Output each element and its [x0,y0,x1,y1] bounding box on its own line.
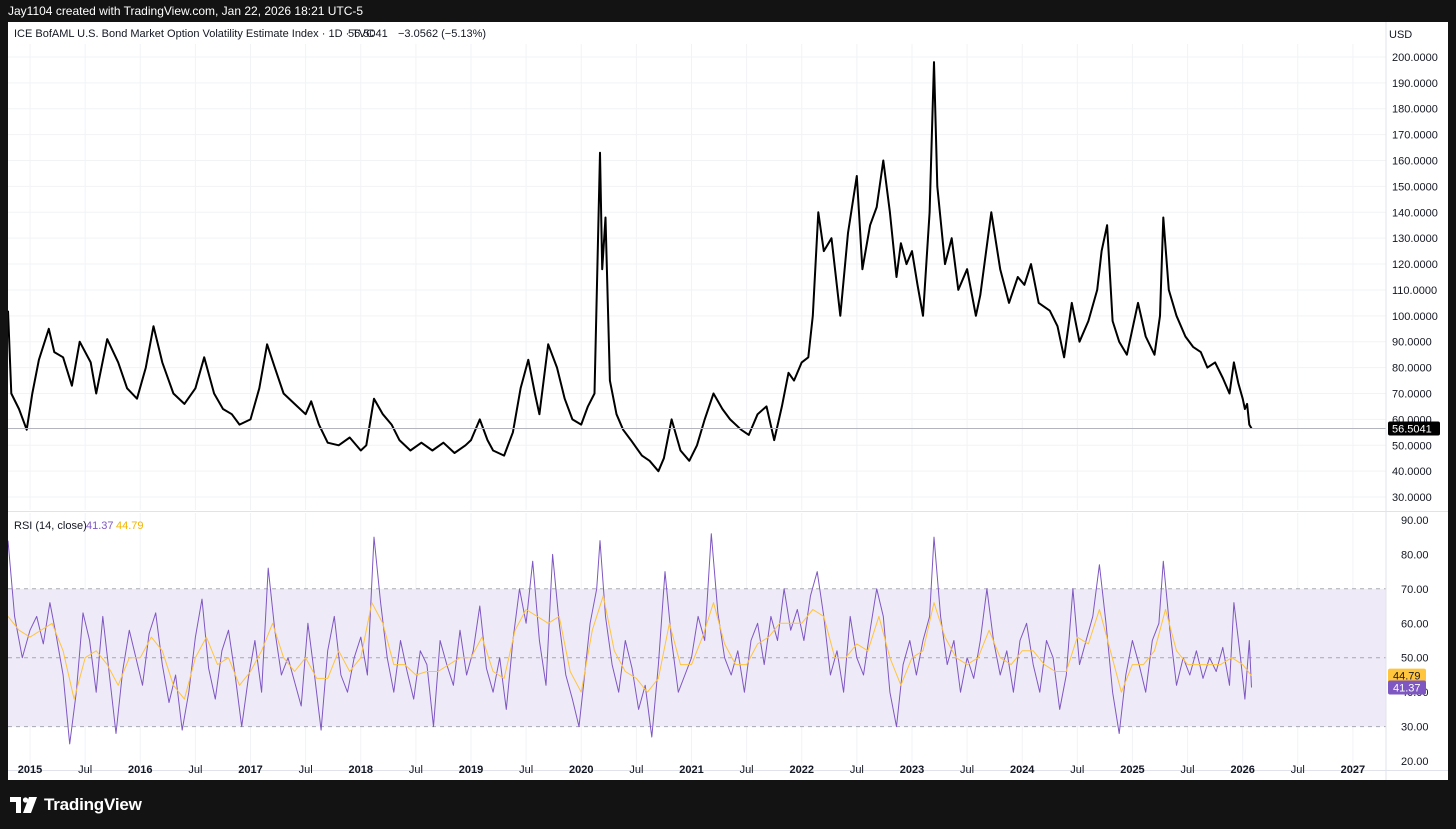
last-price-label: 56.5041 [1392,423,1432,435]
time-tick-label: Jul [629,764,643,776]
time-tick-label: 2023 [900,764,924,776]
footer-bar: TradingView [0,780,1456,829]
rsi-tick-label: 60.00 [1401,618,1429,630]
time-tick-label: 2026 [1230,764,1254,776]
rsi-legend-value: 41.37 [86,520,114,532]
rsi-band [8,588,1386,728]
time-tick-label: Jul [188,764,202,776]
price-tick-label: 110.0000 [1392,285,1437,297]
rsi-ma-badge [1388,668,1426,683]
time-tick-label: 2020 [569,764,593,776]
time-tick-label: 2017 [238,764,262,776]
tradingview-logo[interactable]: TradingView [10,794,142,816]
time-tick-label: 2016 [128,764,152,776]
time-tick-label: Jul [960,764,974,776]
time-tick-label: Jul [1291,764,1305,776]
rsi-tick-label: 70.00 [1401,584,1429,596]
price-tick-label: 30.0000 [1392,492,1432,504]
time-tick-label: 2019 [459,764,483,776]
rsi-tick-label: 80.00 [1401,549,1429,561]
time-tick-label: 2018 [349,764,373,776]
price-tick-label: 140.0000 [1392,207,1438,219]
rsi-line [8,533,1252,745]
time-tick-label: Jul [1181,764,1195,776]
time-tick-label: Jul [740,764,754,776]
rsi-series [8,533,1252,745]
rsi-badge [1388,680,1426,695]
legend-last-value: 56.5041 [348,28,388,40]
last-price-badge [1388,421,1440,436]
rsi-ma-line [8,595,1252,700]
legend-change: −3.0562 (−5.13%) [398,28,486,40]
rsi-ma-badge-label: 44.79 [1393,671,1421,683]
time-tick-label: 2027 [1341,764,1365,776]
rsi-legend-ma-value: 44.79 [116,520,144,532]
price-tick-label: 190.0000 [1392,78,1438,90]
time-tick-label: Jul [78,764,92,776]
tradingview-logo-icon [10,797,37,813]
time-tick-label: 2024 [1010,764,1035,776]
brand-name: TradingView [44,795,142,814]
rsi-tick-label: 50.00 [1401,653,1429,665]
time-tick-label: 2025 [1120,764,1144,776]
rsi-tick-label: 20.00 [1401,756,1429,768]
rsi-tick-label: 30.00 [1401,722,1429,734]
price-tick-label: 150.0000 [1392,181,1438,193]
time-tick-label: 2015 [18,764,42,776]
axes: 200.0000 190.0000 180.0000 170.0000 160.0000… [8,22,1448,780]
price-tick-label: 50.0000 [1392,440,1432,452]
grid [8,44,1386,768]
attribution-text: Jay1104 created with TradingView.com, Ja… [8,4,364,18]
price-tick-label: 90.0000 [1392,337,1432,349]
time-tick-label: 2021 [679,764,703,776]
chart-area[interactable]: 200.0000 190.0000 180.0000 170.0000 160.0000… [8,22,1448,780]
price-series [8,61,1386,473]
rsi-legend-name: RSI (14, close) [14,520,87,532]
chart-canvas[interactable]: 200.0000 190.0000 180.0000 170.0000 160.0000… [8,22,1448,780]
price-tick-label: 80.0000 [1392,363,1432,375]
attribution-bar: Jay1104 created with TradingView.com, Ja… [0,0,1456,22]
price-tick-label: 120.0000 [1392,259,1438,271]
price-line [8,61,1253,473]
rsi-tick-label: 90.00 [1401,515,1429,527]
rsi-badge-label: 41.37 [1393,682,1421,694]
price-tick-label: 40.0000 [1392,466,1432,478]
price-tick-label: 130.0000 [1392,233,1438,245]
time-tick-label: Jul [299,764,313,776]
time-tick-label: Jul [1070,764,1084,776]
time-tick-label: 2022 [789,764,813,776]
price-tick-label: 200.0000 [1392,52,1438,64]
price-tick-label: 70.0000 [1392,389,1432,401]
currency-label[interactable]: USD [1389,29,1412,41]
time-tick-label: Jul [519,764,533,776]
price-tick-label: 170.0000 [1392,130,1438,142]
price-tick-label: 180.0000 [1392,104,1438,116]
price-tick-label: 100.0000 [1392,311,1438,323]
legends: ICE BofAML U.S. Bond Market Option Volat… [14,28,1412,532]
time-tick-label: Jul [850,764,864,776]
price-tick-label: 160.0000 [1392,156,1438,168]
legend-title: ICE BofAML U.S. Bond Market Option Volat… [14,28,374,40]
time-tick-label: Jul [409,764,423,776]
